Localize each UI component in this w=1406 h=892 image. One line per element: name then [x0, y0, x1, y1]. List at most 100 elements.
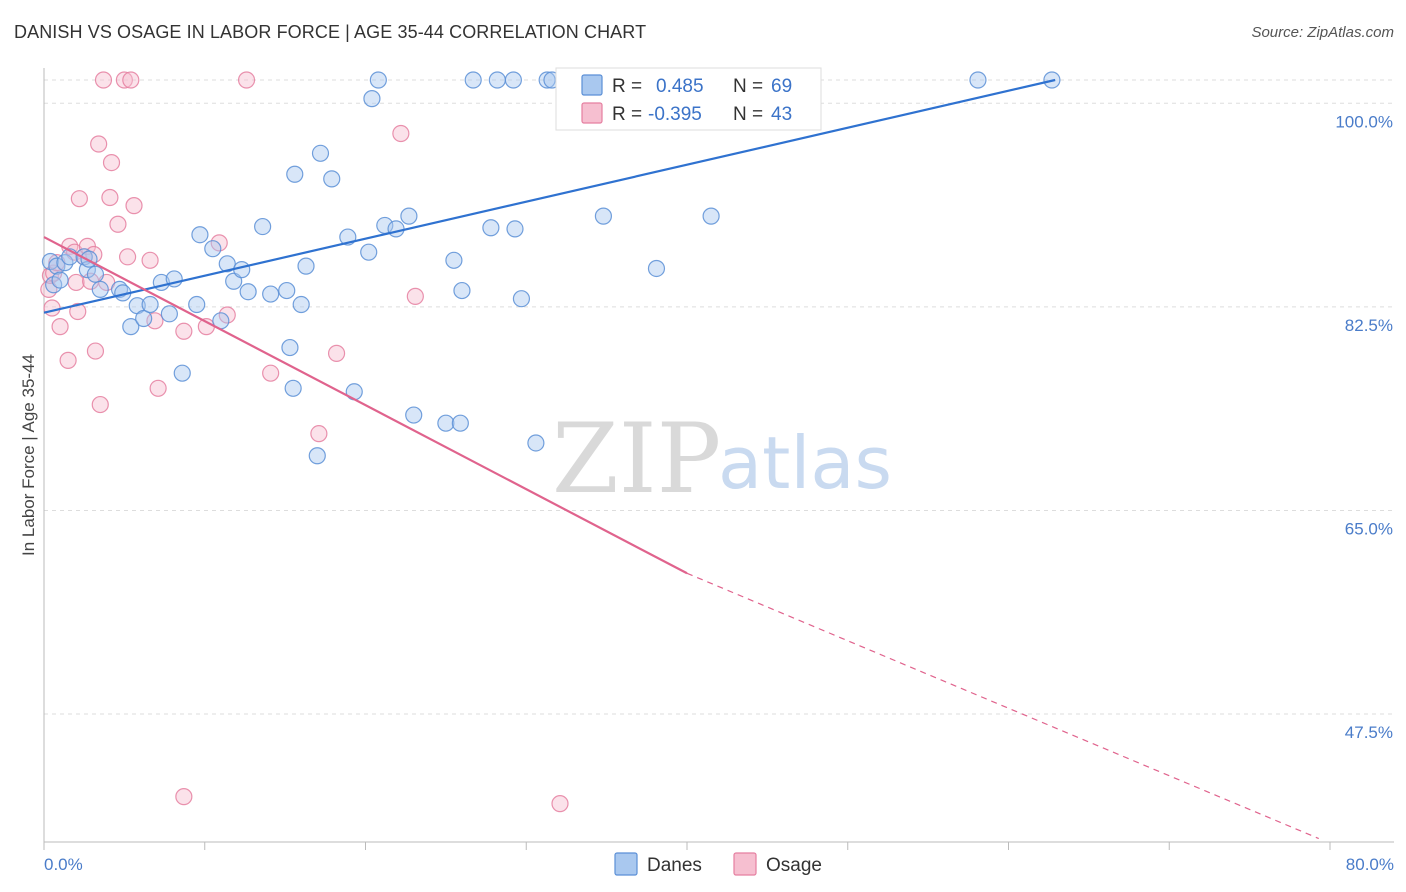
danes-point [387, 220, 405, 238]
osage-point [149, 379, 167, 397]
danes-point [527, 434, 545, 452]
osage-points [40, 71, 569, 813]
danes-point [297, 257, 315, 275]
osage-n-value: 43 [771, 104, 792, 125]
y-tick-label: 65.0% [1345, 519, 1393, 538]
osage-legend-swatch [581, 102, 603, 124]
danes-point [488, 71, 506, 89]
danes-point [281, 338, 299, 357]
danes-r-value: 0.485 [656, 76, 704, 97]
osage-point [40, 280, 58, 299]
danes-point [512, 290, 531, 308]
watermark-zip: ZIP [552, 403, 721, 515]
danes-point [504, 71, 522, 89]
danes-point [225, 272, 243, 290]
osage-point [86, 342, 105, 360]
danes-point [284, 379, 302, 397]
danes-legend-swatch [581, 74, 603, 96]
osage-point [237, 71, 256, 89]
danes-point [453, 281, 471, 300]
osage-point [90, 135, 108, 153]
osage-n-label: N = [733, 104, 763, 125]
osage-point [43, 299, 61, 317]
y-tick-label: 47.5% [1345, 723, 1393, 742]
trend-lines [43, 78, 1319, 840]
danes-point [702, 207, 720, 225]
danes-trend-line [43, 78, 1056, 314]
danes-point [405, 406, 423, 424]
danes-n-label: N = [733, 76, 763, 97]
osage-point [67, 273, 85, 292]
danes-point [278, 281, 296, 300]
danes-point [464, 71, 482, 89]
x-tick-label-max: 80.0% [1346, 855, 1394, 874]
danes-point [363, 90, 381, 108]
danes-point [262, 285, 280, 303]
osage-point [118, 248, 137, 266]
osage-point [175, 788, 193, 806]
osage-point [210, 234, 228, 252]
osage-point [91, 395, 109, 414]
danes-point [594, 207, 613, 225]
y-axis-title: In Labor Force | Age 35-44 [19, 354, 38, 556]
danes-point [292, 295, 310, 314]
danes-point [173, 364, 191, 382]
danes-point [141, 295, 159, 314]
danes-point [218, 255, 236, 273]
danes-r-label: R = [612, 76, 642, 97]
osage-point [94, 71, 113, 89]
osage-point [109, 215, 127, 233]
danes-point [323, 170, 341, 188]
danes-point [86, 265, 105, 283]
danes-point [239, 283, 257, 301]
danes-point [51, 271, 69, 289]
osage-point [125, 197, 143, 215]
y-tick-label: 100.0% [1335, 112, 1393, 131]
danes-point [445, 251, 463, 269]
osage-point [70, 190, 88, 208]
danes-point [482, 219, 500, 237]
danes-point [160, 305, 178, 323]
danes-point [122, 318, 140, 336]
danes-point [360, 243, 378, 261]
danes-point [233, 261, 251, 279]
osage-legend-key [733, 852, 757, 876]
danes-point [506, 220, 524, 238]
danes-point [308, 447, 326, 465]
osage-legend-label: Osage [766, 855, 822, 876]
danes-point [91, 280, 109, 299]
osage-point [122, 71, 140, 89]
danes-point [204, 240, 222, 258]
danes-n-value: 69 [771, 76, 792, 97]
y-tick-label: 82.5% [1345, 316, 1393, 335]
danes-point [647, 259, 666, 278]
danes-point [191, 226, 209, 244]
x-tick-marks [43, 842, 1331, 850]
osage-trend-extension [686, 572, 1319, 840]
watermark-atlas: atlas [718, 421, 892, 505]
danes-point [451, 414, 469, 432]
danes-point [400, 207, 418, 225]
osage-point [327, 344, 346, 362]
grid-lines [44, 79, 1394, 715]
osage-point [262, 364, 280, 382]
danes-legend-key [614, 852, 638, 876]
osage-point [101, 188, 119, 207]
danes-point [969, 71, 987, 89]
danes-point [188, 295, 206, 314]
osage-point [310, 425, 328, 443]
source-credit: Source: ZipAtlas.com [1251, 24, 1394, 41]
osage-point [69, 302, 87, 321]
stats-legend: R = 0.485 N = 69 R = -0.395 N = 43 [555, 67, 822, 131]
osage-point [406, 287, 424, 305]
osage-point [51, 318, 69, 336]
danes-legend-label: Danes [647, 855, 702, 876]
series-legend: Danes Osage [614, 852, 822, 876]
danes-point [135, 309, 153, 328]
danes-point [286, 165, 304, 183]
osage-point [141, 251, 159, 269]
osage-point [392, 124, 410, 143]
osage-point [551, 795, 569, 813]
danes-point [538, 71, 556, 89]
